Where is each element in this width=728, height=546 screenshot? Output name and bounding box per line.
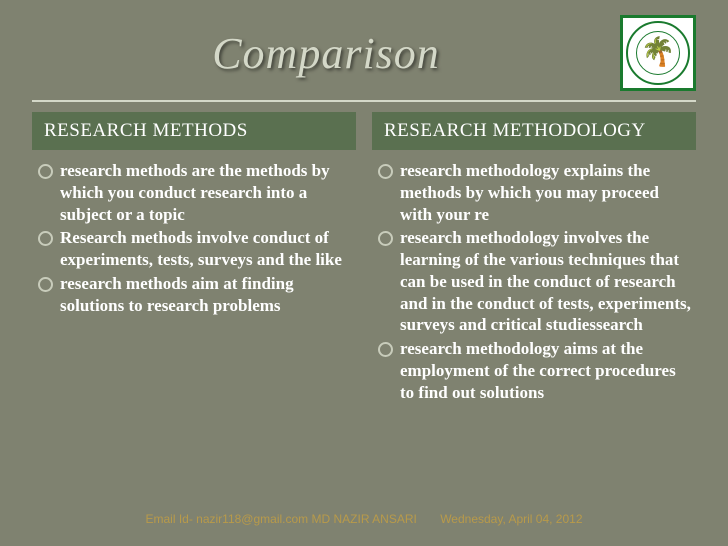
- right-header: RESEARCH METHODOLOGY: [372, 112, 696, 150]
- footer: Email Id- nazir118@gmail.com MD NAZIR AN…: [0, 512, 728, 526]
- slide-title: Comparison: [32, 28, 620, 79]
- palm-icon: 🌴: [636, 31, 680, 75]
- title-underline: [32, 100, 696, 102]
- list-item: research methods aim at finding solution…: [32, 273, 352, 317]
- list-item: research methodology involves the learni…: [372, 227, 692, 336]
- logo-circle: 🌴: [626, 21, 690, 85]
- left-list: research methods are the methods by whic…: [32, 150, 356, 316]
- comparison-columns: RESEARCH METHODS research methods are th…: [32, 112, 696, 405]
- footer-date: Wednesday, April 04, 2012: [440, 512, 582, 526]
- right-column: RESEARCH METHODOLOGY research methodolog…: [372, 112, 696, 405]
- left-header: RESEARCH METHODS: [32, 112, 356, 150]
- university-logo: 🌴: [620, 15, 696, 91]
- list-item: research methodology aims at the employm…: [372, 338, 692, 403]
- slide: Comparison 🌴 RESEARCH METHODS research m…: [0, 0, 728, 546]
- list-item: Research methods involve conduct of expe…: [32, 227, 352, 271]
- left-column: RESEARCH METHODS research methods are th…: [32, 112, 356, 405]
- right-list: research methodology explains the method…: [372, 150, 696, 403]
- title-bar: Comparison 🌴: [32, 10, 696, 96]
- footer-email: Email Id- nazir118@gmail.com MD NAZIR AN…: [145, 512, 416, 526]
- list-item: research methods are the methods by whic…: [32, 160, 352, 225]
- list-item: research methodology explains the method…: [372, 160, 692, 225]
